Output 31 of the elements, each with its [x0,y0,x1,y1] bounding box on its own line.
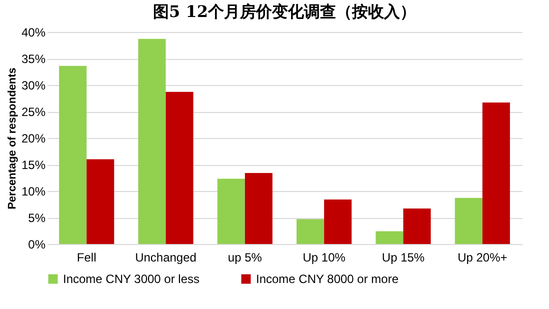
bar [324,199,352,244]
y-tick-label: 5% [28,211,46,225]
bar [217,178,245,244]
y-tick-label: 10% [21,184,46,198]
bar [86,159,114,244]
x-tick-label: Up 20%+ [458,250,508,264]
bar [59,66,87,244]
chart-title: 图5 12个月房价变化调查（按收入） [153,2,416,21]
bar [482,102,510,244]
y-tick-label: 40% [21,26,46,40]
bar [166,92,194,244]
y-tick-label: 20% [21,132,46,146]
y-tick-label: 0% [28,238,46,252]
y-tick-label: 15% [21,158,46,172]
y-tick-label: 30% [21,78,46,92]
bar [244,172,272,244]
x-tick-label: up 5% [228,250,262,264]
y-tick-label: 35% [21,52,46,66]
legend-label: Income CNY 8000 or more [256,272,399,286]
bar [454,198,482,244]
y-tick-label: 25% [21,105,46,119]
y-axis-title: Percentage of respondents [6,68,18,210]
bar [376,231,404,244]
x-tick-label: Up 10% [302,250,346,264]
legend-label: Income CNY 3000 or less [63,272,200,286]
bar [403,208,431,244]
bar [296,219,324,244]
bar [138,38,166,244]
x-tick-label: Up 15% [382,250,425,264]
x-tick-label: Unchanged [135,250,196,264]
x-tick-label: Fell [76,250,96,264]
